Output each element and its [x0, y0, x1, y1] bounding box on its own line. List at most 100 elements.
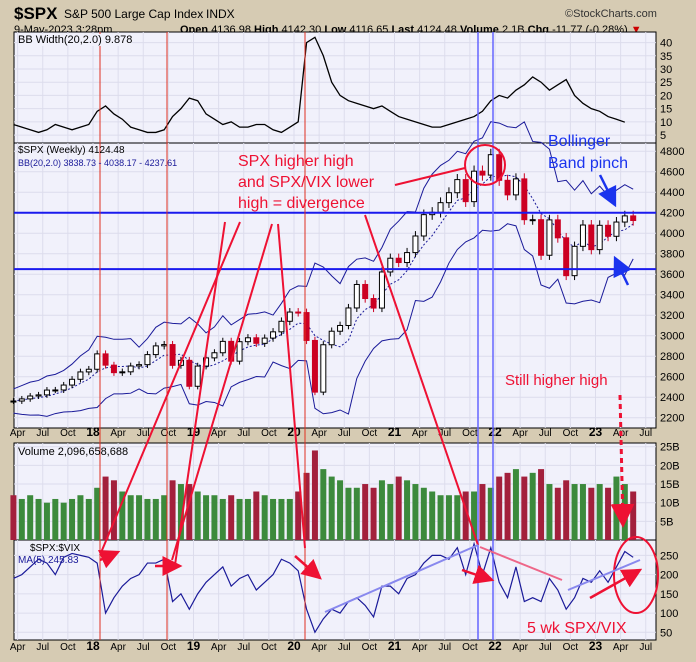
y-tick-label: 2200	[660, 413, 684, 425]
candle-body	[395, 257, 402, 264]
x-tick-label: Jul	[36, 428, 49, 439]
annotation-line	[174, 221, 226, 566]
y-tick-label: 5B	[660, 516, 673, 528]
copyright: ©StockCharts.com	[565, 8, 657, 20]
x-tick-label: Oct	[462, 642, 478, 653]
candle-body	[479, 170, 486, 176]
candle-body	[219, 340, 226, 354]
x-tick-label: Apr	[311, 428, 327, 439]
y-tick-label: 5	[660, 130, 666, 142]
candle-body	[69, 378, 76, 386]
volume-bar	[504, 472, 511, 540]
volume-bar	[345, 487, 352, 540]
y-tick-label: 200	[660, 570, 678, 582]
divergence-annotation: SPX higher high and SPX/VIX lower high =…	[238, 151, 374, 214]
x-tick-label: Oct	[362, 642, 378, 653]
y-tick-label: 2400	[660, 392, 684, 404]
volume-bar	[127, 495, 134, 540]
volume-bar	[219, 498, 226, 540]
volume-bar	[437, 495, 444, 540]
x-tick-label: Jul	[137, 428, 150, 439]
volume-bar	[496, 476, 503, 540]
annotation-line	[277, 223, 306, 549]
volume-bar	[253, 491, 260, 540]
down-triangle-icon: ▼	[630, 24, 642, 36]
volume-bar	[630, 491, 637, 540]
x-tick-label: Oct	[261, 642, 277, 653]
candle-body	[102, 353, 109, 366]
x-tick-label: Oct	[261, 428, 277, 439]
volume-bar	[203, 495, 210, 540]
y-tick-label: 3400	[660, 290, 684, 302]
ratio-line	[13, 541, 634, 634]
y-tick-label: 15	[660, 104, 672, 116]
x-tick-label: Oct	[161, 428, 177, 439]
candle-body	[529, 219, 536, 222]
red-arrow	[294, 555, 322, 580]
candle-body	[85, 368, 92, 373]
x-tick-label: 18	[86, 425, 100, 439]
volume-bar	[571, 484, 578, 540]
candle-body	[270, 331, 277, 339]
candle-body	[420, 214, 427, 237]
candle-body	[94, 353, 101, 370]
volume-bar	[152, 498, 159, 540]
candle-body	[169, 344, 176, 366]
candle-body	[136, 364, 143, 367]
candle-body	[437, 202, 444, 213]
ratio-legend: $SPX:$VIX	[30, 543, 81, 554]
annotation-line: and SPX/VIX lower	[238, 174, 375, 191]
x-tick-label: 21	[388, 425, 402, 439]
volume-bar	[144, 498, 151, 540]
candle-body	[52, 389, 59, 392]
x-tick-label: Oct	[362, 428, 378, 439]
annotation-line	[394, 167, 466, 186]
x-tick-label: Oct	[161, 642, 177, 653]
y-tick-label: 100	[660, 608, 678, 620]
volume-bar	[27, 495, 34, 540]
y-tick-label: 2600	[660, 372, 684, 384]
candle-body	[110, 364, 117, 374]
y-tick-label: 4800	[660, 146, 684, 158]
volume-bar	[60, 502, 67, 540]
volume-bar	[471, 491, 478, 540]
y-tick-label: 4600	[660, 167, 684, 179]
x-tick-label: Jul	[338, 428, 351, 439]
price-legend: $SPX (Weekly) 4124.48	[18, 145, 125, 156]
volume-bar	[362, 484, 369, 540]
candle-body	[211, 352, 218, 359]
volume-bar	[412, 484, 419, 540]
trendline-down	[479, 546, 563, 581]
y-tick-label: 35	[660, 51, 672, 63]
candle-body	[253, 337, 260, 344]
candle-body	[563, 237, 570, 277]
volume-bar	[10, 495, 17, 540]
y-tick-label: 3000	[660, 331, 684, 343]
volume-bar	[454, 495, 461, 540]
volume-bar	[337, 480, 344, 540]
y-tick-label: 25	[660, 77, 672, 89]
volume-bar	[69, 498, 76, 540]
y-tick-label: 15B	[660, 479, 680, 491]
volume-bar	[445, 495, 452, 540]
volume-bar	[529, 472, 536, 540]
x-tick-label: Apr	[512, 642, 528, 653]
x-tick-label: Apr	[412, 428, 428, 439]
volume-bar	[186, 484, 193, 540]
index-name: S&P 500 Large Cap Index	[64, 7, 204, 21]
candle-body	[328, 330, 335, 346]
volume-bar	[320, 469, 327, 540]
volume-bar	[387, 484, 394, 540]
trendline-up	[567, 559, 641, 591]
volume-bar	[521, 476, 528, 540]
x-tick-label: Jul	[639, 642, 652, 653]
candle-body	[152, 345, 159, 356]
pinch-annotation: Bollinger Band pinch	[548, 131, 628, 175]
still-higher-annotation: Still higher high	[505, 372, 608, 389]
candle-body	[295, 311, 302, 314]
volume-bar	[311, 450, 318, 540]
red-arrow	[461, 564, 495, 584]
candle-body	[362, 283, 369, 300]
volume-bar	[244, 498, 251, 540]
candle-body	[378, 271, 385, 309]
